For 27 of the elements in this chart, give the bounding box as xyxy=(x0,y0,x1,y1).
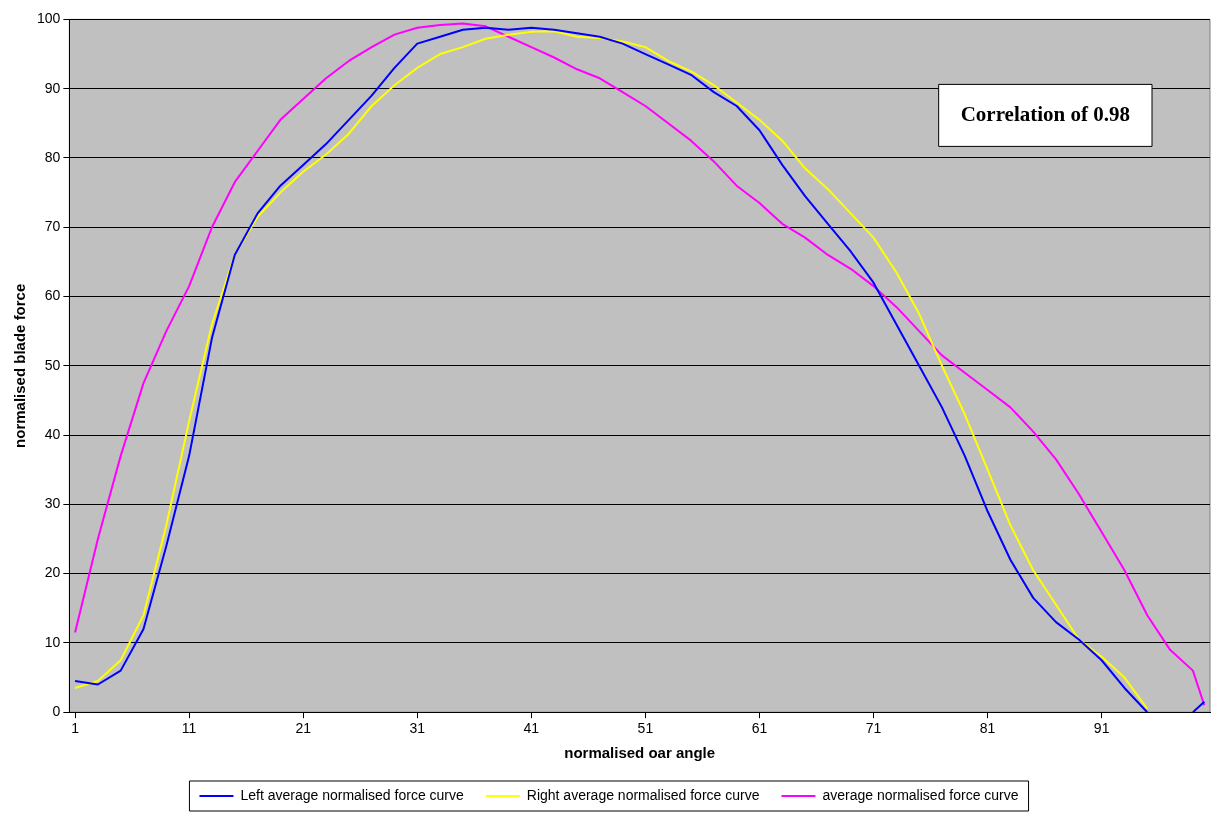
y-tick-label: 0 xyxy=(52,703,61,720)
legend-label: average normalised force curve xyxy=(822,786,1019,803)
x-tick-label: 1 xyxy=(71,720,80,737)
annotation: Correlation of 0.98 xyxy=(960,101,1131,126)
x-tick-label: 81 xyxy=(979,720,996,737)
y-tick-label: 30 xyxy=(44,495,61,512)
y-tick-label: 50 xyxy=(44,356,61,373)
x-tick-label: 91 xyxy=(1093,720,1110,737)
y-tick-label: 40 xyxy=(44,425,61,442)
x-tick-label: 31 xyxy=(409,720,426,737)
x-tick-label: 11 xyxy=(181,720,197,737)
x-tick-label: 21 xyxy=(295,720,312,737)
legend-label: Right average normalised force curve xyxy=(526,786,760,803)
legend-label: Left average normalised force curve xyxy=(240,786,464,803)
y-tick-label: 10 xyxy=(44,633,61,650)
y-tick-label: 60 xyxy=(44,287,61,304)
y-tick-label: 90 xyxy=(44,79,61,96)
y-axis-title: normalised blade force xyxy=(11,283,29,448)
y-tick-label: 100 xyxy=(37,10,61,27)
x-tick-label: 41 xyxy=(523,720,540,737)
y-tick-label: 20 xyxy=(44,564,61,581)
x-tick-label: 61 xyxy=(751,720,768,737)
x-axis-title: normalised oar angle xyxy=(564,744,716,762)
x-tick-label: 51 xyxy=(637,720,654,737)
y-tick-label: 80 xyxy=(44,148,61,165)
y-tick-label: 70 xyxy=(44,218,61,235)
x-tick-label: 71 xyxy=(865,720,882,737)
